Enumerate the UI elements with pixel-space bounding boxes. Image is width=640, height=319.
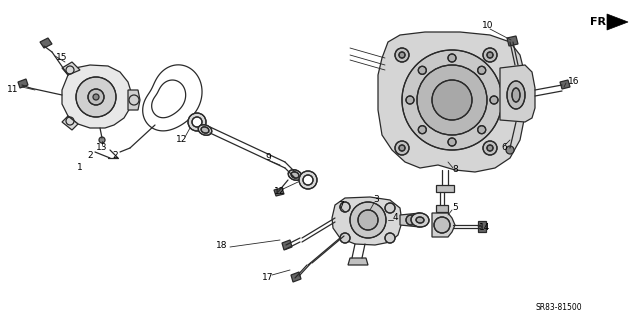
- Polygon shape: [40, 38, 52, 48]
- Circle shape: [358, 210, 378, 230]
- Polygon shape: [400, 213, 422, 227]
- Circle shape: [490, 96, 498, 104]
- Text: 7: 7: [338, 201, 344, 210]
- Circle shape: [448, 54, 456, 62]
- Circle shape: [399, 52, 405, 58]
- Circle shape: [385, 233, 395, 243]
- Text: 5: 5: [452, 204, 458, 212]
- Circle shape: [477, 126, 486, 134]
- Circle shape: [188, 113, 206, 131]
- Text: 16: 16: [568, 78, 579, 86]
- Text: 6: 6: [501, 144, 507, 152]
- Ellipse shape: [416, 217, 424, 223]
- Ellipse shape: [411, 213, 429, 227]
- Circle shape: [99, 137, 105, 143]
- Ellipse shape: [507, 81, 525, 109]
- Circle shape: [192, 117, 202, 127]
- Text: 12: 12: [275, 188, 285, 197]
- Circle shape: [340, 233, 350, 243]
- Circle shape: [395, 48, 409, 62]
- Circle shape: [406, 96, 414, 104]
- Text: FR.: FR.: [590, 17, 611, 27]
- Text: 10: 10: [483, 21, 493, 31]
- Polygon shape: [432, 213, 455, 237]
- Text: 12: 12: [176, 136, 188, 145]
- Polygon shape: [560, 80, 570, 89]
- Circle shape: [432, 80, 472, 120]
- Text: 13: 13: [96, 144, 108, 152]
- Circle shape: [93, 94, 99, 100]
- Circle shape: [303, 175, 313, 185]
- Circle shape: [483, 48, 497, 62]
- Polygon shape: [282, 240, 292, 250]
- Polygon shape: [607, 14, 628, 30]
- Circle shape: [76, 77, 116, 117]
- Circle shape: [340, 202, 350, 212]
- Text: 9: 9: [265, 153, 271, 162]
- Polygon shape: [62, 116, 78, 130]
- Polygon shape: [128, 90, 140, 110]
- Polygon shape: [18, 79, 28, 88]
- Ellipse shape: [512, 88, 520, 102]
- Circle shape: [487, 145, 493, 151]
- Circle shape: [506, 146, 514, 154]
- Polygon shape: [436, 205, 448, 212]
- Text: 14: 14: [479, 224, 491, 233]
- Circle shape: [483, 141, 497, 155]
- Polygon shape: [332, 197, 402, 245]
- Polygon shape: [62, 62, 80, 75]
- Circle shape: [417, 65, 487, 135]
- Ellipse shape: [288, 170, 302, 180]
- Text: 18: 18: [216, 241, 228, 249]
- Text: 15: 15: [56, 54, 68, 63]
- Text: 3: 3: [373, 196, 379, 204]
- Circle shape: [385, 203, 395, 213]
- Circle shape: [395, 141, 409, 155]
- Text: 8: 8: [452, 166, 458, 174]
- Polygon shape: [500, 65, 535, 122]
- Circle shape: [88, 89, 104, 105]
- Ellipse shape: [198, 125, 212, 135]
- Circle shape: [419, 66, 426, 74]
- Polygon shape: [507, 36, 518, 46]
- Text: 4: 4: [392, 213, 398, 222]
- Polygon shape: [348, 258, 368, 265]
- Circle shape: [399, 145, 405, 151]
- Circle shape: [434, 217, 450, 233]
- Circle shape: [419, 126, 426, 134]
- Polygon shape: [378, 32, 525, 172]
- Text: 2: 2: [87, 151, 93, 160]
- Text: SR83-81500: SR83-81500: [535, 303, 582, 313]
- Circle shape: [448, 138, 456, 146]
- Polygon shape: [291, 272, 301, 282]
- Text: 11: 11: [6, 85, 18, 93]
- Circle shape: [402, 50, 502, 150]
- Ellipse shape: [291, 172, 299, 178]
- Circle shape: [406, 215, 416, 225]
- Text: 1: 1: [77, 164, 83, 173]
- Polygon shape: [478, 221, 486, 232]
- Polygon shape: [274, 188, 284, 196]
- Ellipse shape: [201, 127, 209, 133]
- Text: 2: 2: [113, 151, 118, 160]
- Text: 17: 17: [262, 273, 274, 283]
- Polygon shape: [62, 65, 132, 128]
- Circle shape: [299, 171, 317, 189]
- Polygon shape: [436, 185, 454, 192]
- Circle shape: [487, 52, 493, 58]
- Circle shape: [350, 202, 386, 238]
- Circle shape: [477, 66, 486, 74]
